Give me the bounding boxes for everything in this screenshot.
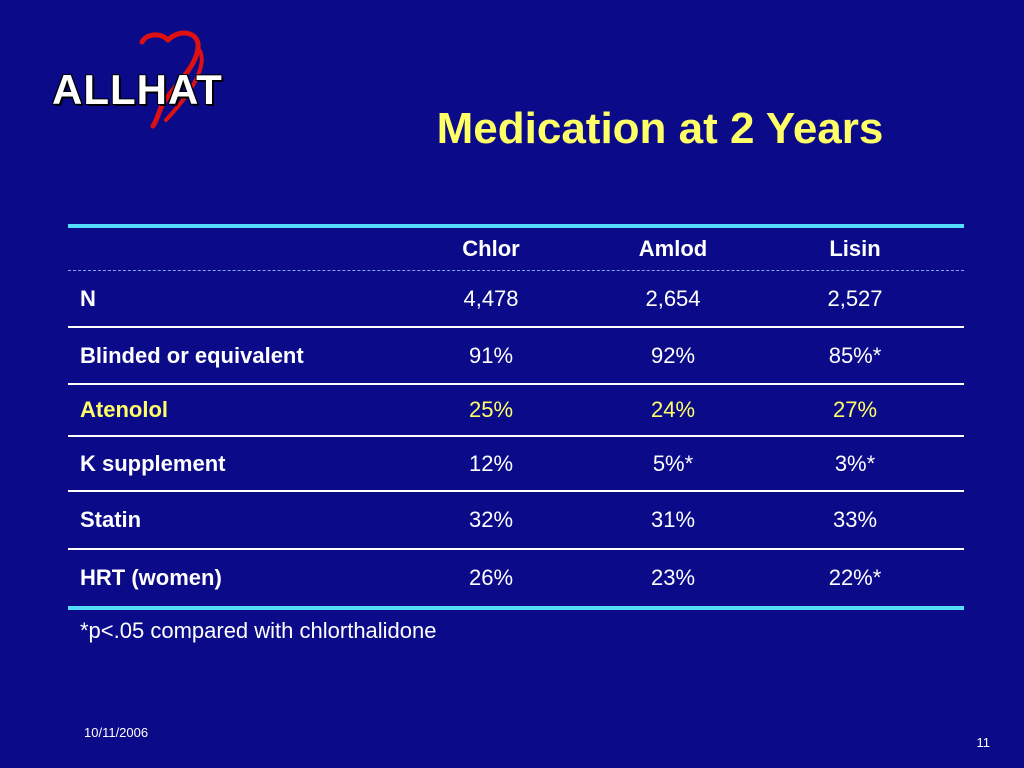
table-cell: 92% xyxy=(650,342,696,368)
footnote: *p<.05 compared with chlorthalidone xyxy=(80,618,437,643)
table-cell: 2,527 xyxy=(827,285,883,311)
row-label: Blinded or equivalent xyxy=(80,342,304,368)
table-cell: 32% xyxy=(468,507,514,532)
table-row: Blinded or equivalent 91% 92% 85%* xyxy=(68,328,964,385)
table-row: HRT (women) 26% 23% 22%* xyxy=(68,550,964,606)
row-label: HRT (women) xyxy=(80,565,222,590)
slide-date: 10/11/2006 xyxy=(84,725,149,740)
table-cell: 25% xyxy=(468,397,514,422)
table-cell: 26% xyxy=(468,565,514,590)
table-cell: 22%* xyxy=(828,565,882,590)
page-number: 11 xyxy=(976,735,991,750)
table-header-row: Chlor Amlod Lisin xyxy=(68,228,964,271)
page-title: Medication at 2 Years xyxy=(436,104,884,153)
column-header-lisin: Lisin xyxy=(829,236,881,261)
table-top-rule xyxy=(68,224,964,228)
table-cell: 3%* xyxy=(834,450,876,476)
table-row: K supplement 12% 5%* 3%* xyxy=(68,437,964,492)
table-cell: 27% xyxy=(832,397,878,422)
row-label: Atenolol xyxy=(80,397,168,422)
table-cell: 4,478 xyxy=(463,285,519,311)
table-bottom-rule xyxy=(68,606,964,610)
table-cell: 5%* xyxy=(652,450,694,476)
row-label: N xyxy=(80,285,96,311)
table-cell: 31% xyxy=(650,507,696,532)
table-cell: 23% xyxy=(650,565,696,590)
table-cell: 2,654 xyxy=(645,285,701,311)
column-header-amlod: Amlod xyxy=(638,236,708,261)
table-cell: 91% xyxy=(468,342,514,368)
table-row: N 4,478 2,654 2,527 xyxy=(68,271,964,328)
row-label: K supplement xyxy=(80,450,226,476)
table-cell: 12% xyxy=(468,450,514,476)
allhat-logo: ALLHAT xyxy=(48,30,288,130)
row-label: Statin xyxy=(80,507,142,532)
table-cell: 24% xyxy=(650,397,696,422)
table-cell: 33% xyxy=(832,507,878,532)
column-header-chlor: Chlor xyxy=(462,236,520,261)
medication-table: Chlor Amlod Lisin N 4,478 2,654 2,527 Bl… xyxy=(68,224,964,610)
logo-text: ALLHAT xyxy=(52,66,223,113)
table-cell: 85%* xyxy=(828,342,882,368)
table-row: Atenolol 25% 24% 27% xyxy=(68,385,964,437)
table-row: Statin 32% 31% 33% xyxy=(68,492,964,550)
heart-icon xyxy=(139,30,204,129)
